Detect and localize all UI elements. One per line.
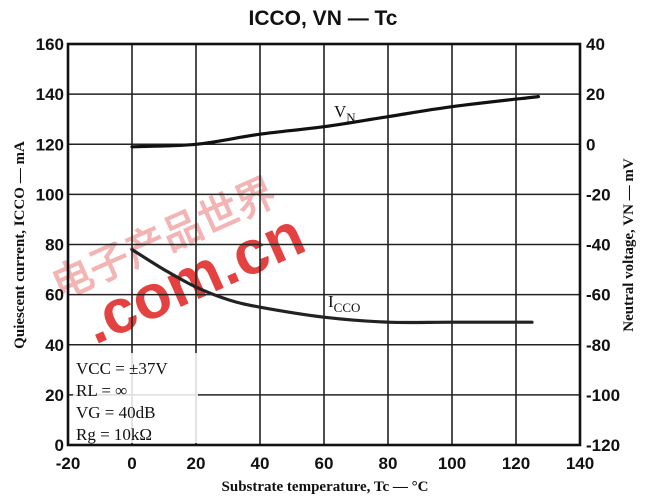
x-tick-label: -20 <box>56 454 81 473</box>
x-tick-label: 80 <box>379 454 398 473</box>
axes <box>66 42 582 447</box>
x-tick-label: 0 <box>127 454 136 473</box>
condition-rg: Rg = 10kΩ <box>76 425 152 444</box>
series-label-icco: ICCO <box>328 292 360 315</box>
plot-frame <box>66 42 582 447</box>
y-right-tick-labels: -120 -100 -80 -60 -40 -20 0 20 40 <box>586 35 620 455</box>
y-left-tick-label: 20 <box>45 386 64 405</box>
condition-vcc: VCC = ±37V <box>76 359 168 378</box>
y-right-tick-label: -80 <box>586 336 611 355</box>
y-right-tick-label: 20 <box>586 85 605 104</box>
condition-vg: VG = 40dB <box>76 403 155 422</box>
y-right-tick-label: -120 <box>586 436 620 455</box>
x-tick-label: 100 <box>438 454 466 473</box>
y-right-tick-label: -40 <box>586 236 611 255</box>
y-right-tick-label: -60 <box>586 286 611 305</box>
series-label-vn: VN <box>334 102 356 125</box>
chart-title: ICCO, VN — Tc <box>249 7 398 30</box>
series-line-icco <box>130 247 534 325</box>
y-left-tick-label: 0 <box>55 436 64 455</box>
series-lines <box>130 95 540 325</box>
y-left-tick-label: 160 <box>36 35 64 54</box>
y-right-tick-label: -100 <box>586 386 620 405</box>
conditions-background <box>73 353 198 443</box>
y-left-tick-label: 40 <box>45 336 64 355</box>
x-tick-label: 40 <box>251 454 270 473</box>
x-tick-label: 120 <box>502 454 530 473</box>
y-left-tick-label: 80 <box>45 236 64 255</box>
y-left-tick-label: 60 <box>45 286 64 305</box>
x-tick-label: 60 <box>315 454 334 473</box>
y-left-tick-labels: 0 20 40 60 80 100 120 140 160 <box>36 35 64 455</box>
x-tick-label: 20 <box>187 454 206 473</box>
series-line-vn <box>130 95 540 149</box>
x-axis-label: Substrate temperature, Tc — °C <box>222 479 429 495</box>
conditions-box: VCC = ±37V RL = ∞ VG = 40dB Rg = 10kΩ <box>73 353 198 444</box>
watermark: .com.cn 电子产品世界 <box>46 170 315 357</box>
y-left-axis-label: Quiescent current, ICCO — mA <box>12 141 28 349</box>
y-right-axis-label: Neutral voltage, VN — mV <box>621 158 637 332</box>
x-tick-label: 140 <box>566 454 594 473</box>
condition-rl: RL = ∞ <box>76 381 127 400</box>
y-left-tick-label: 140 <box>36 85 64 104</box>
y-left-tick-label: 100 <box>36 185 64 204</box>
grid <box>67 43 581 446</box>
y-right-tick-label: -20 <box>586 185 611 204</box>
y-right-tick-label: 0 <box>586 135 595 154</box>
x-tick-labels: -20 0 20 40 60 80 100 120 140 <box>56 454 594 473</box>
y-left-tick-label: 120 <box>36 135 64 154</box>
y-right-tick-label: 40 <box>586 35 605 54</box>
